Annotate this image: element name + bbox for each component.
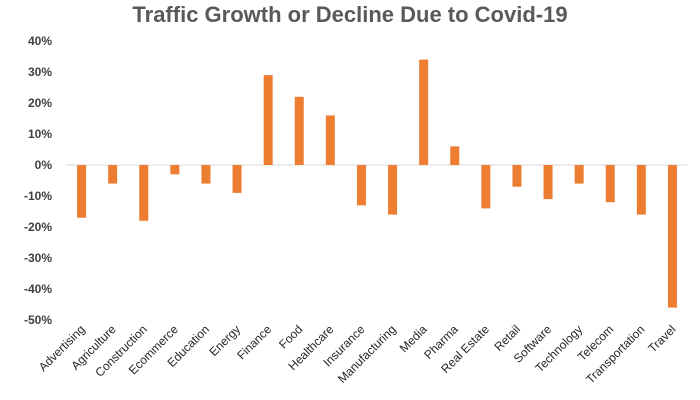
bar-real-estate (481, 165, 491, 209)
y-tick-label: -10% (24, 189, 52, 203)
bar-finance (263, 75, 273, 165)
bar-advertising (77, 165, 87, 218)
y-tick-label: 20% (28, 96, 52, 110)
bar-energy (232, 165, 242, 193)
bar-education (201, 165, 211, 184)
y-tick-label: 10% (28, 127, 52, 141)
bar-ecommerce (170, 165, 180, 175)
x-tick-label: Travel (645, 322, 678, 355)
y-tick-label: -20% (24, 220, 52, 234)
bar-travel (667, 165, 677, 308)
bar-telecom (605, 165, 615, 203)
x-tick-label: Finance (234, 322, 274, 362)
y-tick-label: 0% (35, 158, 53, 172)
y-tick-label: -30% (24, 251, 52, 265)
bar-transportation (636, 165, 646, 215)
bar-pharma (450, 146, 460, 165)
y-tick-label: -50% (24, 313, 52, 327)
bar-food (294, 96, 304, 165)
bar-agriculture (108, 165, 118, 184)
bar-media (419, 59, 429, 165)
bar-retail (512, 165, 522, 187)
bar-construction (139, 165, 149, 221)
bar-manufacturing (388, 165, 398, 215)
bar-healthcare (325, 115, 335, 165)
y-tick-label: 40% (28, 34, 52, 48)
y-tick-label: 30% (28, 65, 52, 79)
bar-software (543, 165, 553, 200)
bar-technology (574, 165, 584, 184)
y-tick-label: -40% (24, 282, 52, 296)
chart-title: Traffic Growth or Decline Due to Covid-1… (132, 2, 568, 27)
bar-insurance (356, 165, 366, 206)
